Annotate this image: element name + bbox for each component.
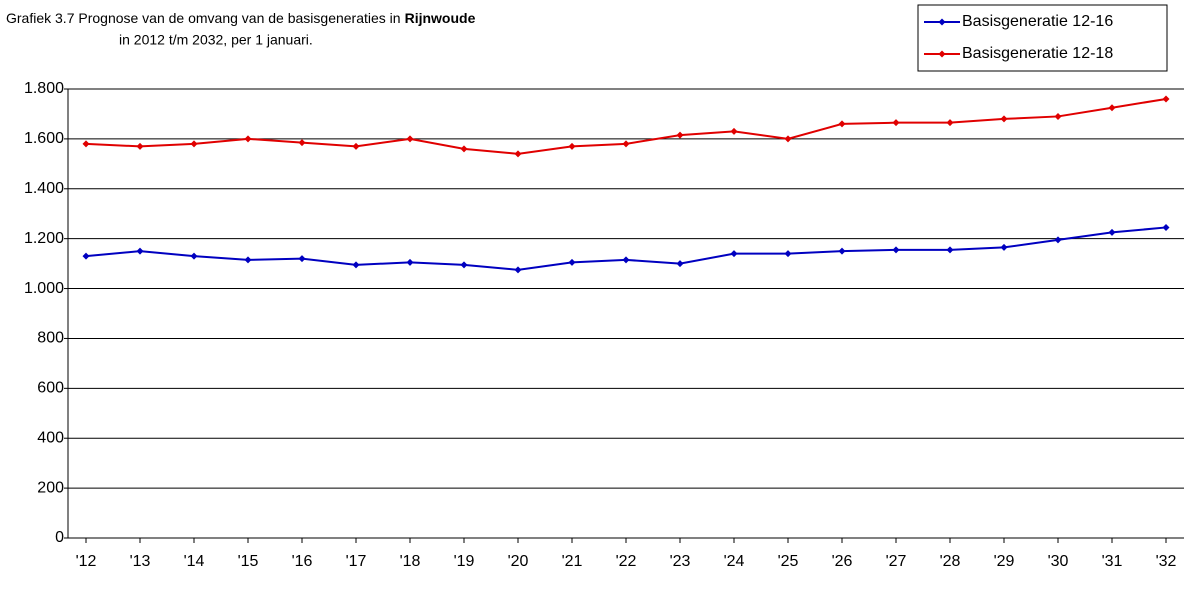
data-point [568,142,576,150]
legend-marker [938,50,946,58]
y-tick-label: 1.200 [24,230,64,247]
data-point [406,135,414,143]
title-text: Grafiek 3.7 Prognose van de omvang van d… [6,10,401,26]
data-point [1108,228,1116,236]
data-point [1000,243,1008,251]
x-tick-label: '16 [292,553,313,570]
y-tick-label: 200 [37,479,64,496]
y-tick-label: 600 [37,380,64,397]
y-tick-label: 1.400 [24,180,64,197]
data-point [892,246,900,254]
x-tick-label: '29 [994,553,1015,570]
legend-label: Basisgeneratie 12-18 [962,45,1113,62]
data-point [622,140,630,148]
data-point [568,258,576,266]
y-tick-label: 1.000 [24,280,64,297]
data-point [352,261,360,269]
legend-box [917,4,1168,72]
x-tick-label: '14 [184,553,205,570]
y-tick-label: 400 [37,429,64,446]
data-point [136,142,144,150]
data-point [946,246,954,254]
data-point [838,120,846,128]
data-point [1054,112,1062,120]
data-point [190,140,198,148]
x-tick-label: '27 [886,553,907,570]
x-tick-label: '21 [562,553,583,570]
legend-label: Basisgeneratie 12-16 [962,13,1113,30]
data-point [1000,115,1008,123]
data-point [676,260,684,268]
data-point [244,135,252,143]
y-tick-label: 1.800 [24,80,64,97]
data-point [1054,236,1062,244]
y-tick-label: 800 [37,330,64,347]
data-point [946,119,954,127]
x-tick-label: '19 [454,553,475,570]
data-point [676,131,684,139]
data-point [892,119,900,127]
data-point [82,140,90,148]
data-point [244,256,252,264]
x-tick-label: '13 [130,553,151,570]
data-point [1108,104,1116,112]
data-point [298,139,306,147]
x-tick-label: '15 [238,553,259,570]
data-point [136,247,144,255]
y-tick-label: 1.600 [24,130,64,147]
x-tick-label: '20 [508,553,529,570]
data-point [514,266,522,274]
x-tick-label: '26 [832,553,853,570]
data-point [298,255,306,263]
data-point [730,250,738,258]
x-tick-label: '12 [76,553,97,570]
data-point [352,142,360,150]
data-point [730,127,738,135]
x-tick-label: '30 [1048,553,1069,570]
data-point [460,261,468,269]
y-tick-label: 0 [55,529,64,546]
x-tick-label: '17 [346,553,367,570]
x-tick-label: '28 [940,553,961,570]
data-point [784,250,792,258]
data-point [460,145,468,153]
chart-subtitle: in 2012 t/m 2032, per 1 januari. [119,32,313,48]
data-point [622,256,630,264]
x-tick-label: '31 [1102,553,1123,570]
data-point [838,247,846,255]
data-point [406,258,414,266]
x-tick-label: '32 [1156,553,1177,570]
data-point [1162,95,1170,103]
data-point [190,252,198,260]
chart-title: Grafiek 3.7 Prognose van de omvang van d… [6,10,476,26]
data-point [784,135,792,143]
data-point [514,150,522,158]
x-tick-label: '25 [778,553,799,570]
data-point [82,252,90,260]
x-tick-label: '24 [724,553,745,570]
x-tick-label: '22 [616,553,637,570]
x-tick-label: '18 [400,553,421,570]
title-bold: Rijnwoude [405,10,476,26]
data-point [1162,223,1170,231]
legend-marker [938,18,946,26]
x-tick-label: '23 [670,553,691,570]
